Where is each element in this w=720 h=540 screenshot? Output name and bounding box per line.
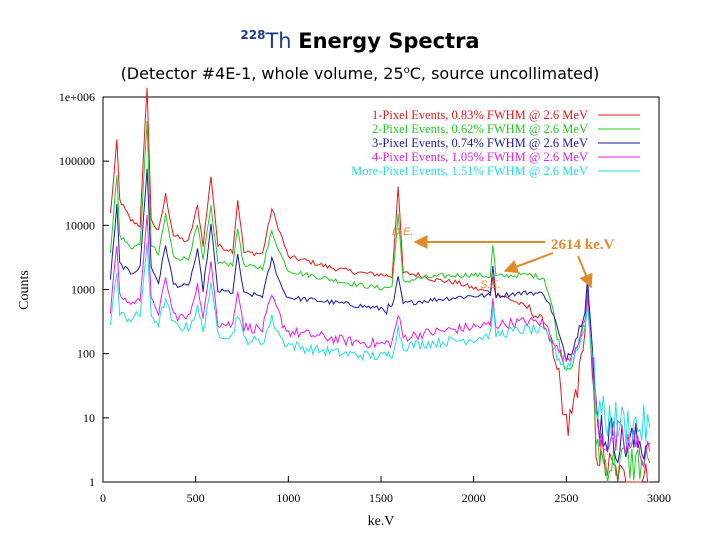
series-line-1 <box>109 87 650 483</box>
title-text: Energy Spectra <box>298 29 480 53</box>
x-tick-label: 3000 <box>647 491 671 505</box>
subtitle-after: C, source uncollimated) <box>409 64 600 83</box>
y-tick-label: 10 <box>83 411 95 425</box>
series-line-5 <box>109 242 651 446</box>
legend-label-5: More-Pixel Events, 1.51% FWHM @ 2.6 MeV <box>351 164 588 178</box>
x-tick-label: 0 <box>100 491 106 505</box>
legend-label-1: 1-Pixel Events, 0.83% FWHM @ 2.6 MeV <box>372 108 588 122</box>
y-tick-label: 1 <box>89 475 95 489</box>
subtitle-before: (Detector #4E-1, whole volume, 25 <box>120 64 404 83</box>
isotope-mass: 228 <box>240 28 266 42</box>
y-tick-label: 100000 <box>59 154 95 168</box>
x-tick-label: 1500 <box>369 491 393 505</box>
y-tick-label: 1e+006 <box>59 90 95 104</box>
legend: 1-Pixel Events, 0.83% FWHM @ 2.6 MeV2-Pi… <box>351 108 640 178</box>
subtitle-degree: o <box>403 65 410 76</box>
series-line-2 <box>109 120 651 483</box>
y-tick-label: 100 <box>77 347 95 361</box>
arrow-to-se <box>503 252 554 274</box>
isotope-symbol: Th <box>265 29 292 53</box>
y-tick-label: 1000 <box>71 283 95 297</box>
page-subtitle: (Detector #4E-1, whole volume, 25oC, sou… <box>0 64 720 83</box>
x-axis-label: ke.V <box>368 514 395 529</box>
x-tick-label: 1000 <box>276 491 300 505</box>
legend-label-4: 4-Pixel Events, 1.05% FWHM @ 2.6 MeV <box>372 150 588 164</box>
arrow-to-peak <box>577 255 593 289</box>
y-tick-label: 10000 <box>65 218 95 232</box>
series-layer <box>109 87 651 483</box>
legend-label-3: 3-Pixel Events, 0.74% FWHM @ 2.6 MeV <box>372 136 588 150</box>
axis-layer: 0 500 1000 1500 2000 2500 3000 1 10 100 1000 10000 1… <box>59 90 671 505</box>
x-tick-label: 500 <box>187 491 205 505</box>
peak-annotation: 2614 ke.V <box>551 237 615 253</box>
se-annotation: S.E. <box>480 279 501 291</box>
x-tick-label: 2500 <box>554 491 578 505</box>
y-axis-label: Counts <box>17 270 32 310</box>
page-title: 228Th Energy Spectra <box>0 28 720 53</box>
de-annotation: D.E. <box>392 226 413 238</box>
series-line-3 <box>109 168 650 464</box>
x-tick-label: 2000 <box>462 491 486 505</box>
legend-label-2: 2-Pixel Events, 0.62% FWHM @ 2.6 MeV <box>372 122 588 136</box>
series-line-4 <box>109 214 651 468</box>
